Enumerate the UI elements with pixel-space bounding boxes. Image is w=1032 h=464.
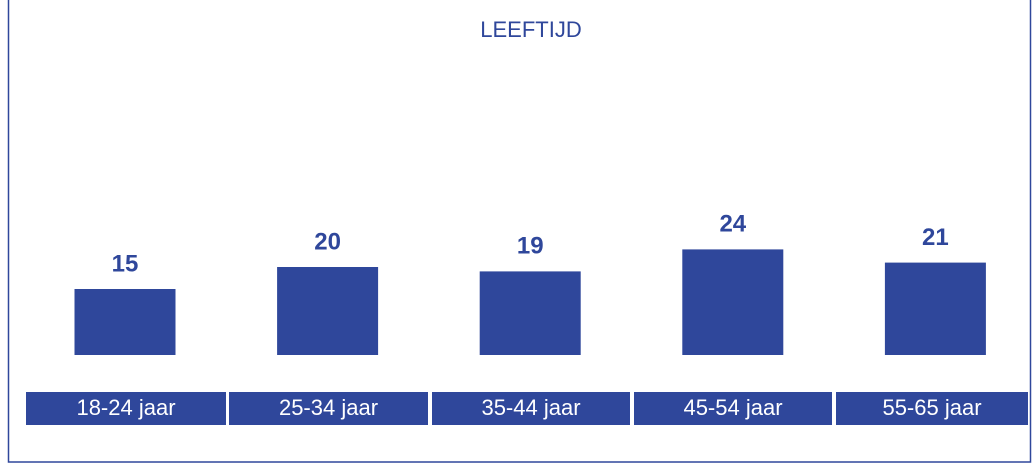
x-tick-label: 25-34 jaar (279, 395, 378, 420)
value-label: 15 (112, 250, 139, 277)
value-label: 24 (719, 211, 746, 238)
value-label: 20 (314, 228, 341, 255)
chart-title: LEEFTIJD (480, 17, 581, 42)
bar (682, 249, 784, 355)
x-tick-label: 18-24 jaar (76, 395, 175, 420)
bar (277, 267, 379, 355)
value-label: 19 (517, 233, 544, 260)
bar (884, 262, 986, 355)
frame (7, 0, 1032, 463)
category-box (634, 392, 832, 425)
x-tick-label: 35-44 jaar (481, 395, 580, 420)
x-tick-label: 55-65 jaar (882, 395, 981, 420)
x-tick-label: 45-54 jaar (683, 395, 782, 420)
category-box (26, 392, 226, 425)
bar (74, 289, 176, 355)
bar (479, 271, 581, 355)
category-box (229, 392, 428, 425)
category-box (836, 392, 1028, 425)
category-box (432, 392, 630, 425)
value-label: 21 (922, 224, 949, 251)
